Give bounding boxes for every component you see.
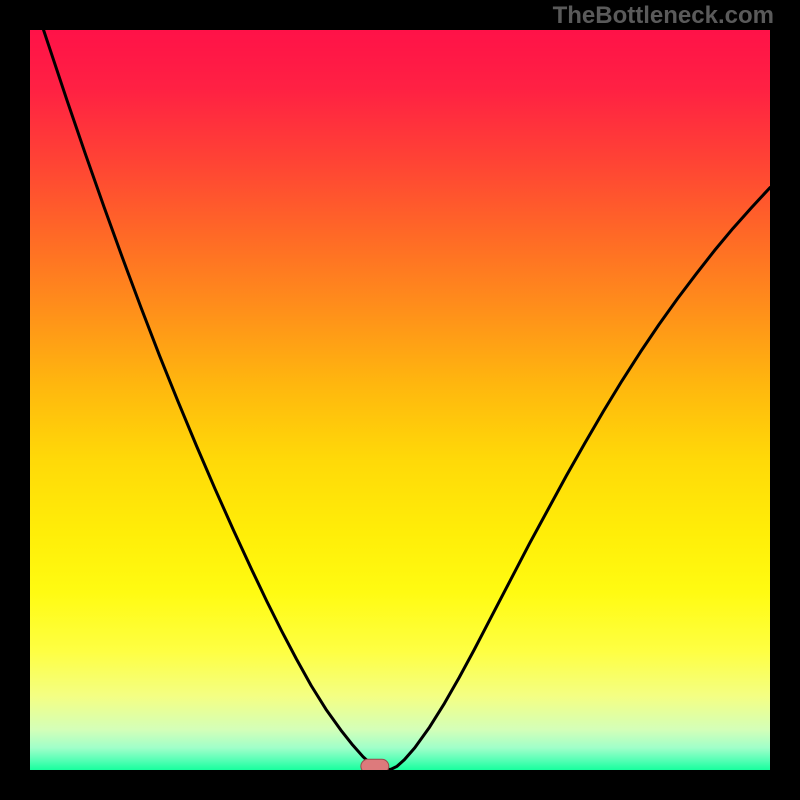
gradient-background xyxy=(30,30,770,770)
dip-marker xyxy=(361,759,389,770)
chart-frame: TheBottleneck.com xyxy=(0,0,800,800)
watermark-text: TheBottleneck.com xyxy=(553,2,774,30)
plot-area xyxy=(30,30,770,770)
